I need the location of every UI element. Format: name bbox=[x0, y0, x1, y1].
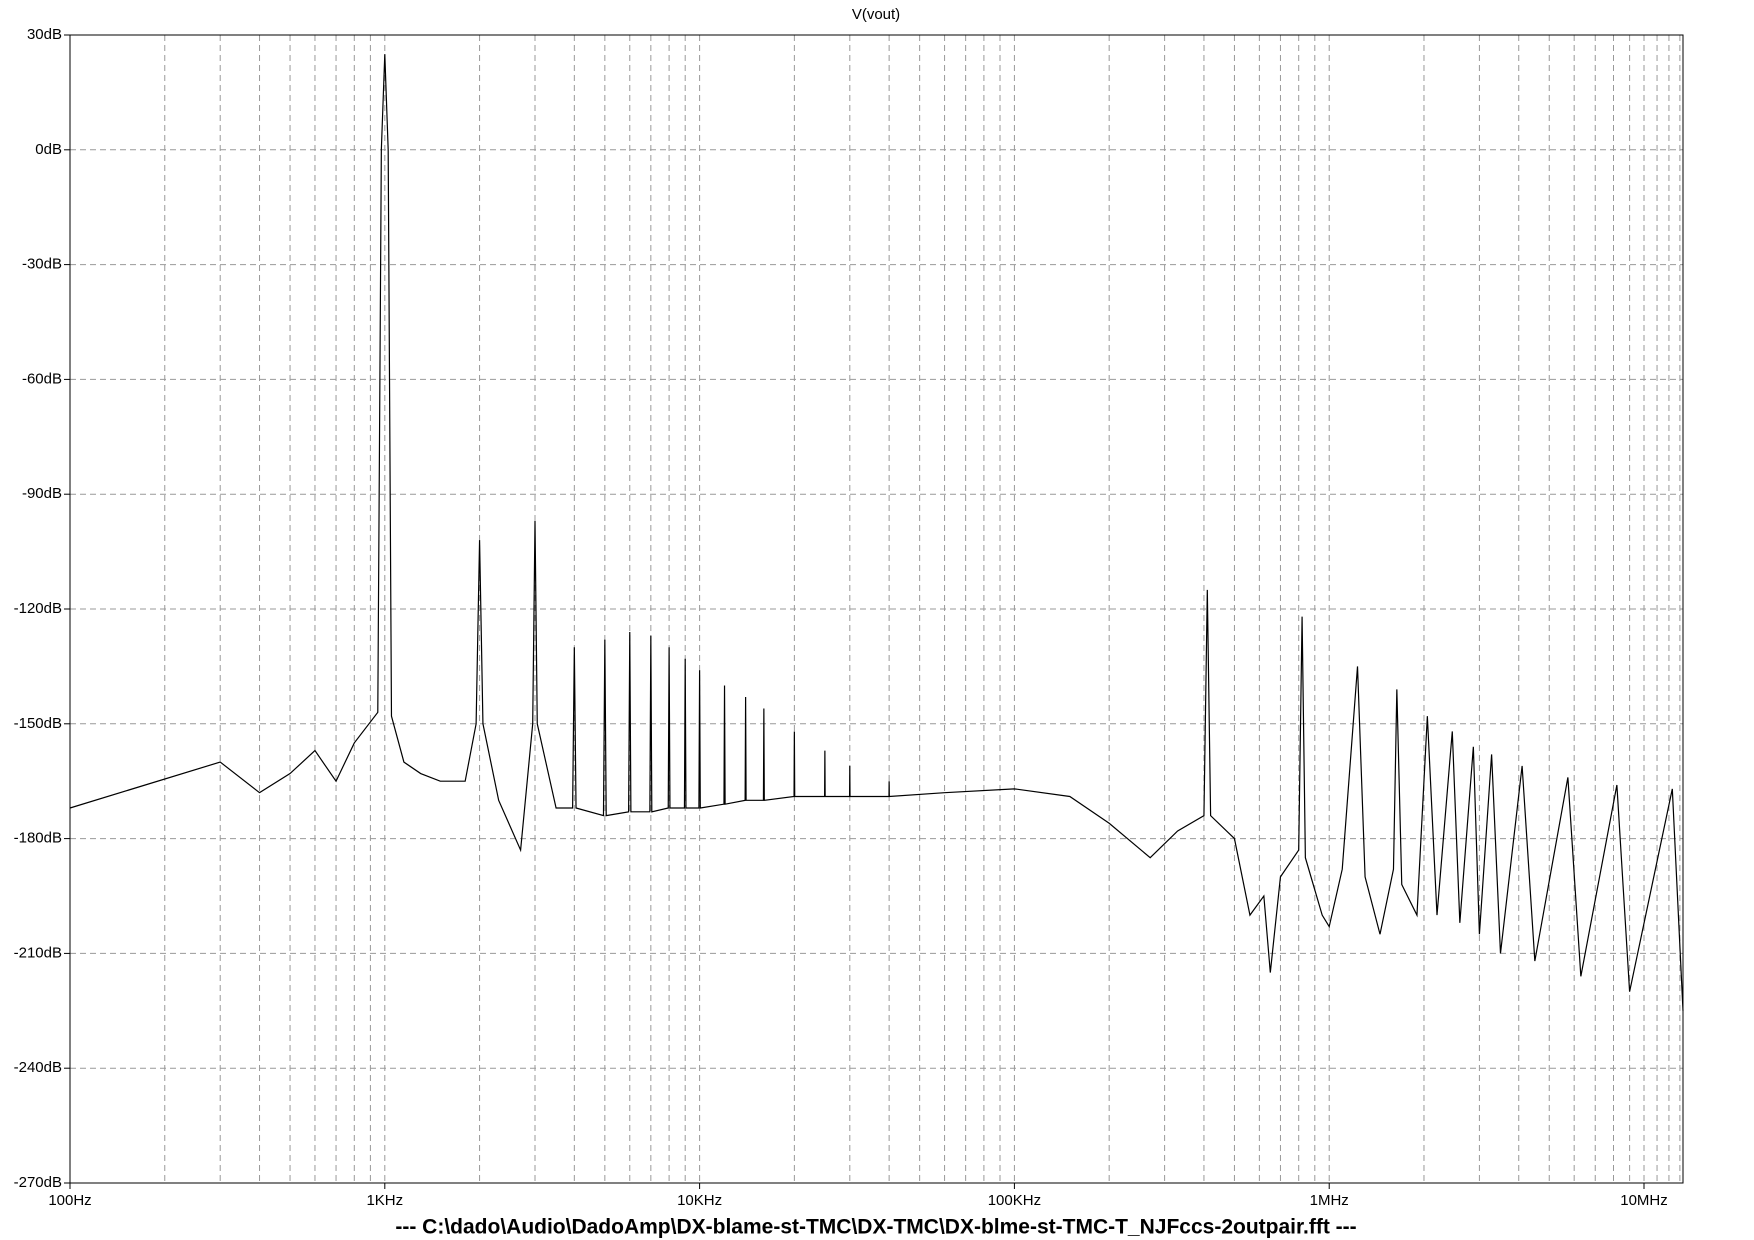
x-tick-label: 10KHz bbox=[677, 1192, 722, 1209]
x-tick-label: 1MHz bbox=[1310, 1192, 1349, 1209]
y-tick-label: 30dB bbox=[27, 26, 62, 43]
y-tick-label: -60dB bbox=[22, 370, 62, 387]
x-tick-label: 10MHz bbox=[1620, 1192, 1668, 1209]
x-tick-label: 1KHz bbox=[366, 1192, 403, 1209]
y-tick-label: -30dB bbox=[22, 256, 62, 273]
y-tick-label: -180dB bbox=[14, 830, 62, 847]
spectrum-line bbox=[69, 54, 1684, 1011]
y-tick-label: 0dB bbox=[35, 141, 62, 158]
chart-title: V(vout) bbox=[852, 6, 900, 23]
y-tick-label: -210dB bbox=[14, 944, 62, 961]
y-tick-label: -270dB bbox=[14, 1174, 62, 1191]
x-tick-label: 100Hz bbox=[48, 1192, 91, 1209]
plot-frame bbox=[69, 34, 1684, 1184]
y-tick-label: -90dB bbox=[22, 485, 62, 502]
y-tick-label: -150dB bbox=[14, 715, 62, 732]
y-tick-label: -120dB bbox=[14, 600, 62, 617]
y-tick-label: -240dB bbox=[14, 1059, 62, 1076]
x-tick-label: 100KHz bbox=[988, 1192, 1041, 1209]
file-path: --- C:\dado\Audio\DadoAmp\DX-blame-st-TM… bbox=[395, 1216, 1356, 1239]
